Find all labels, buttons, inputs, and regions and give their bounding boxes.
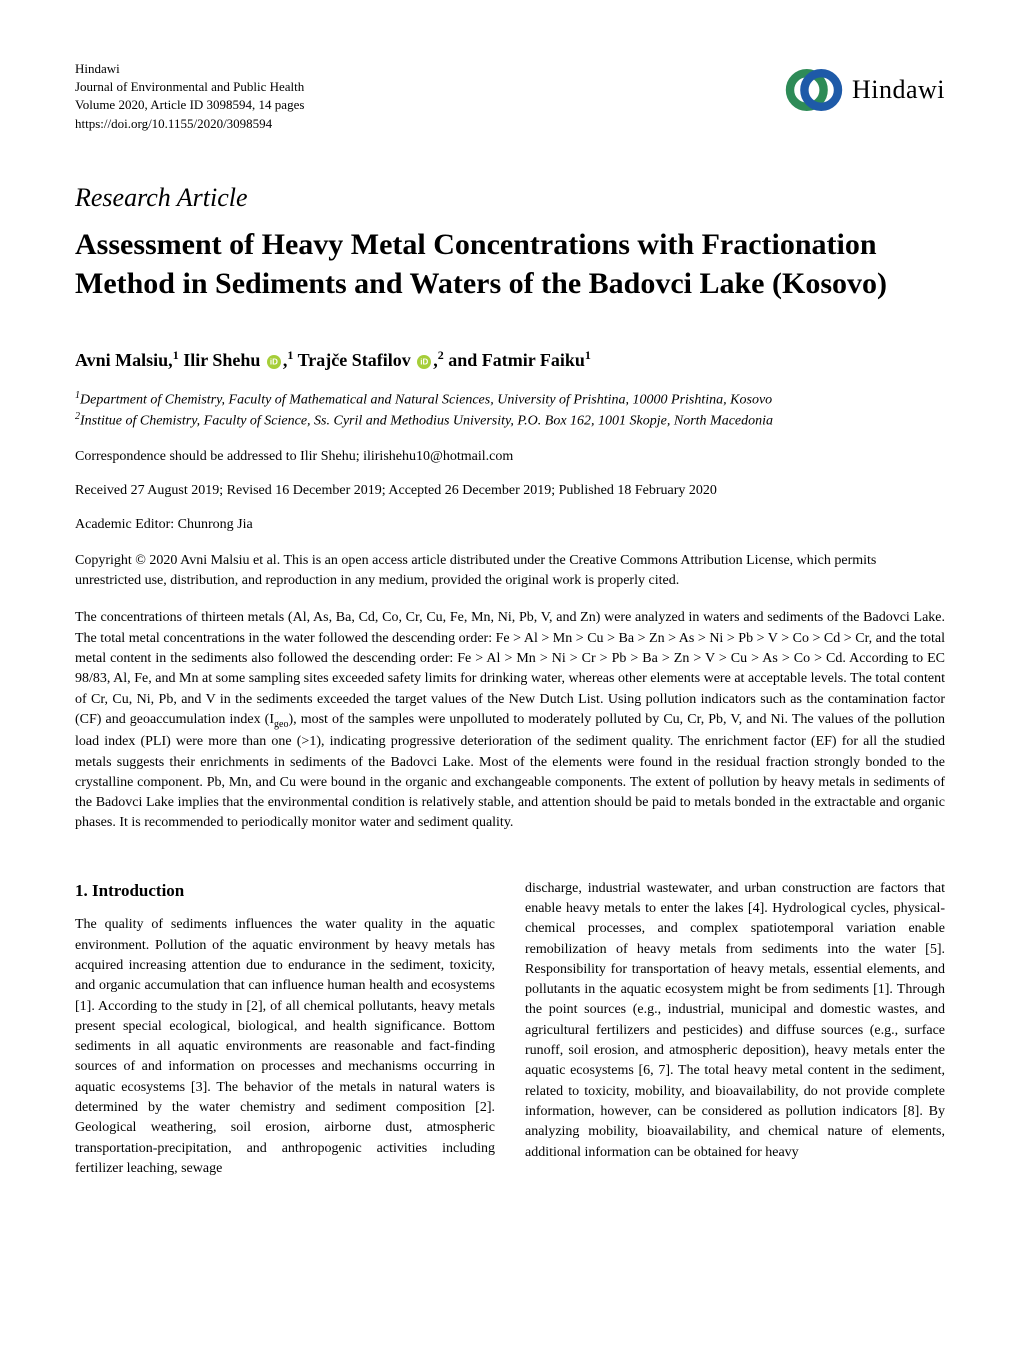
article-title: Assessment of Heavy Metal Concentrations… (75, 225, 945, 303)
author-4-sup: 1 (585, 348, 591, 362)
journal-name: Journal of Environmental and Public Heal… (75, 78, 304, 96)
header-row: Hindawi Journal of Environmental and Pub… (75, 60, 945, 133)
aff1-text: Department of Chemistry, Faculty of Math… (80, 392, 772, 407)
academic-editor: Academic Editor: Chunrong Jia (75, 517, 945, 533)
affiliations: 1Department of Chemistry, Faculty of Mat… (75, 389, 945, 432)
abstract-part-2: ), most of the samples were unpolluted t… (75, 712, 945, 830)
correspondence: Correspondence should be addressed to Il… (75, 449, 945, 465)
column-left: 1. Introduction The quality of sediments… (75, 879, 495, 1180)
author-4: and Fatmir Faiku (448, 350, 585, 370)
publisher-logo: Hindawi (784, 60, 945, 120)
orcid-icon (417, 355, 431, 369)
journal-info: Hindawi Journal of Environmental and Pub… (75, 60, 304, 133)
author-3-sup: 2 (438, 348, 444, 362)
doi-line: https://doi.org/10.1155/2020/3098594 (75, 115, 304, 133)
abstract-part-1: The concentrations of thirteen metals (A… (75, 610, 945, 726)
abstract: The concentrations of thirteen metals (A… (75, 608, 945, 833)
author-1-sup: 1 (173, 348, 179, 362)
copyright-notice: Copyright © 2020 Avni Malsiu et al. This… (75, 551, 945, 590)
abstract-sub-1: geo (274, 719, 288, 730)
aff2-text: Institue of Chemistry, Faculty of Scienc… (80, 414, 773, 429)
publication-dates: Received 27 August 2019; Revised 16 Dece… (75, 483, 945, 499)
author-1: Avni Malsiu, (75, 350, 173, 370)
section-1-heading: 1. Introduction (75, 879, 495, 904)
column-right: discharge, industrial wastewater, and ur… (525, 879, 945, 1180)
author-2-sup: 1 (287, 348, 293, 362)
affiliation-2: 2Institue of Chemistry, Faculty of Scien… (75, 410, 945, 431)
affiliation-1: 1Department of Chemistry, Faculty of Mat… (75, 389, 945, 410)
authors-line: Avni Malsiu,1 Ilir Shehu ,1 Trajče Stafi… (75, 348, 945, 371)
publisher-name: Hindawi (75, 60, 304, 78)
orcid-icon (267, 355, 281, 369)
body-columns: 1. Introduction The quality of sediments… (75, 879, 945, 1180)
article-type: Research Article (75, 183, 945, 213)
column-right-text: discharge, industrial wastewater, and ur… (525, 879, 945, 1163)
hindawi-logo-icon (784, 60, 844, 120)
column-left-text: The quality of sediments influences the … (75, 915, 495, 1179)
author-2: Ilir Shehu (183, 350, 260, 370)
volume-line: Volume 2020, Article ID 3098594, 14 page… (75, 96, 304, 114)
author-3: Trajče Stafilov (298, 350, 411, 370)
publisher-logo-text: Hindawi (852, 75, 945, 105)
